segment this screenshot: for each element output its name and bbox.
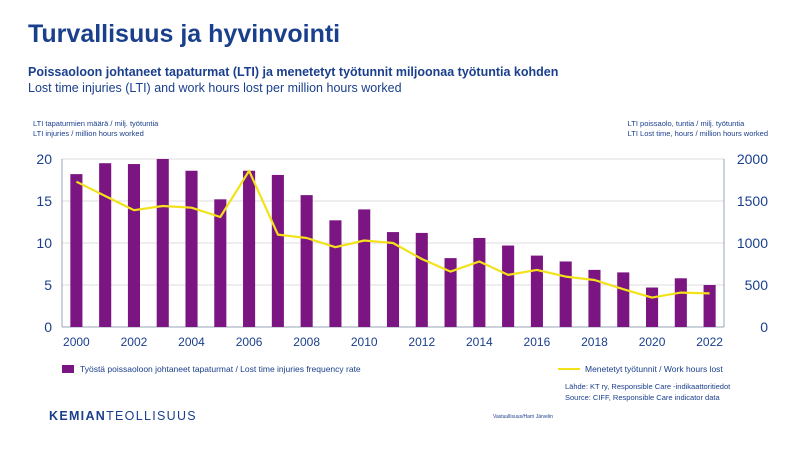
bar-lti-rate: [444, 258, 457, 327]
legend-label-line: Menetetyt työtunnit / Work hours lost: [585, 364, 723, 374]
line-work-hours-lost: [75, 169, 710, 299]
left-axis-tick-label: 20: [36, 151, 52, 167]
bar-lti-rate: [70, 174, 83, 327]
bar-lti-rate: [185, 170, 198, 327]
left-axis-tick-label: 10: [36, 235, 52, 251]
legend-label-bars: Työstä poissaoloon johtaneet tapaturmat …: [80, 364, 361, 374]
bar-lti-rate: [358, 209, 371, 327]
x-axis-tick-label: 2014: [466, 335, 493, 349]
legend-swatch-line: [558, 368, 580, 370]
source-note: Lähde: KT ry, Responsible Care -indikaat…: [565, 381, 730, 403]
x-axis-tick-label: 2000: [63, 335, 90, 349]
bar-lti-rate: [386, 232, 400, 327]
bar-lti-rate: [127, 164, 141, 327]
right-axis-tick-label: 1000: [737, 235, 768, 251]
x-axis-tick-label: 2006: [236, 335, 263, 349]
bar-lti-rate: [329, 220, 342, 327]
left-axis-tick-label: 15: [36, 193, 52, 209]
x-axis-tick-label: 2004: [178, 335, 205, 349]
bar-lti-rate: [243, 170, 256, 327]
bar-lti-rate: [99, 163, 112, 327]
x-axis-tick-label: 2002: [121, 335, 148, 349]
x-axis-tick-label: 2012: [408, 335, 435, 349]
legend-swatch-bars: [62, 365, 74, 373]
right-axis-tick-label: 0: [760, 319, 768, 335]
right-axis-tick-label: 2000: [737, 151, 768, 167]
legend-item-bars: Työstä poissaoloon johtaneet tapaturmat …: [62, 364, 361, 374]
company-logo: KEMIANTEOLLISUUS: [49, 409, 197, 423]
bar-lti-rate: [271, 174, 284, 327]
x-axis-tick-label: 2010: [351, 335, 378, 349]
x-axis-tick-label: 2020: [639, 335, 666, 349]
chart-subtitle-english: Lost time injuries (LTI) and work hours …: [28, 81, 402, 95]
bar-lti-rate: [300, 195, 313, 327]
left-axis-title-fi: LTI tapaturmien määrä / milj. työtuntia: [33, 119, 159, 128]
x-axis-tick-label: 2022: [696, 335, 723, 349]
bar-lti-rate: [473, 237, 486, 327]
x-axis-tick-label: 2016: [524, 335, 551, 349]
bar-lti-rate: [214, 199, 227, 327]
left-axis-tick-label: 5: [44, 277, 52, 293]
page-title: Turvallisuus ja hyvinvointi: [28, 20, 341, 48]
x-axis-tick-label: 2008: [293, 335, 320, 349]
bar-lti-rate: [502, 245, 515, 327]
left-axis-title: LTI tapaturmien määrä / milj. työtuntia …: [33, 119, 158, 139]
bar-lti-rate: [156, 159, 169, 327]
bar-lti-rate: [530, 255, 543, 327]
right-axis-tick-label: 1500: [737, 193, 768, 209]
x-axis-tick-label: 2018: [581, 335, 608, 349]
logo-bold-text: KEMIAN: [49, 409, 107, 423]
right-axis-title: LTI poissaolo, tuntia / milj. työtuntia …: [628, 119, 768, 139]
bar-lti-rate: [703, 285, 716, 327]
bar-lti-rate: [645, 287, 659, 327]
left-axis-tick-label: 0: [44, 319, 52, 335]
source-note-fi: Lähde: KT ry, Responsible Care -indikaat…: [565, 382, 731, 391]
bar-lti-rate: [674, 278, 687, 327]
right-axis-tick-label: 500: [745, 277, 769, 293]
left-axis-title-en: LTI injuries / million hours worked: [33, 129, 144, 138]
bar-lti-rate: [559, 261, 572, 327]
chart-subtitle-finnish: Poissaoloon johtaneet tapaturmat (LTI) j…: [28, 65, 559, 79]
right-axis-title-fi: LTI poissaolo, tuntia / milj. työtuntia: [627, 119, 745, 128]
source-note-en: Source: CIFF, Responsible Care indicator…: [565, 393, 720, 402]
legend-item-line: Menetetyt työtunnit / Work hours lost: [558, 364, 723, 374]
right-axis-title-en: LTI Lost time, hours / million hours wor…: [627, 129, 768, 138]
bar-lti-rate: [415, 232, 428, 327]
bar-lti-rate: [588, 269, 601, 327]
logo-light-text: TEOLLISUUS: [106, 409, 197, 423]
bar-lti-rate: [617, 272, 630, 327]
footer-note: Vastuullisuus/Harri Järvelin: [493, 414, 553, 420]
